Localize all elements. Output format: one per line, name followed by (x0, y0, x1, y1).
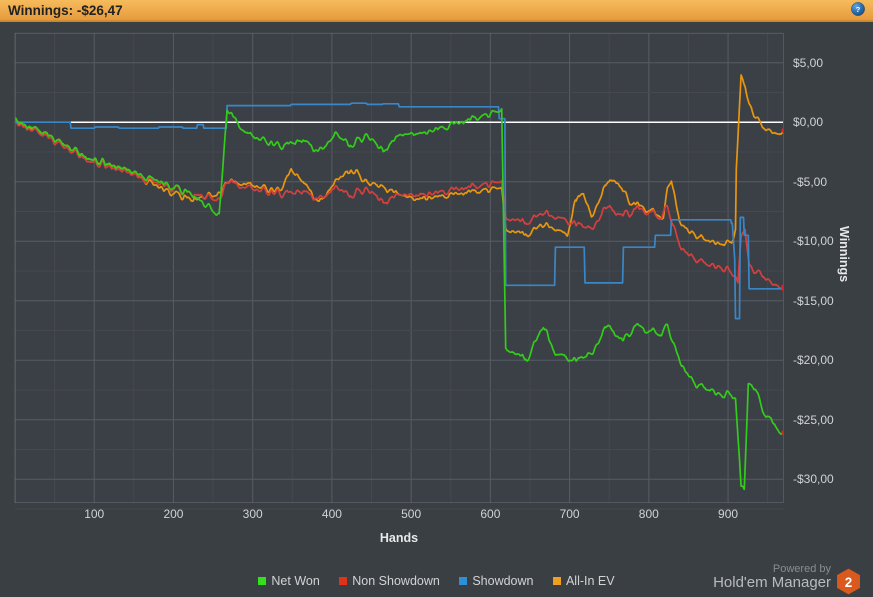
svg-text:2: 2 (845, 575, 853, 590)
svg-text:?: ? (855, 5, 860, 14)
